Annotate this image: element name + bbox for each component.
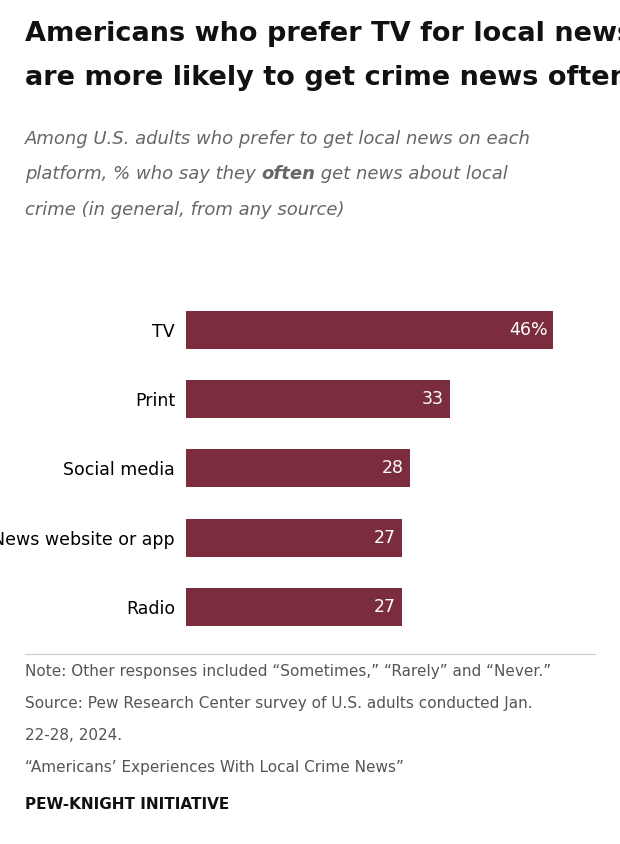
Text: Note: Other responses included “Sometimes,” “Rarely” and “Never.”: Note: Other responses included “Sometime… [25,664,551,679]
Text: are more likely to get crime news often: are more likely to get crime news often [25,65,620,91]
Text: 46%: 46% [509,322,548,339]
Text: 27: 27 [374,528,396,547]
Text: 28: 28 [382,459,404,478]
Bar [186,449,410,488]
Bar [186,518,402,556]
Text: platform, % who say they: platform, % who say they [25,165,261,183]
Text: Americans who prefer TV for local news: Americans who prefer TV for local news [25,21,620,47]
Text: 22-28, 2024.: 22-28, 2024. [25,728,122,744]
Bar [186,587,402,625]
Bar [186,311,554,349]
Text: crime (in general, from any source): crime (in general, from any source) [25,201,344,219]
Text: platform, % who say they: platform, % who say they [25,165,261,183]
Text: Among U.S. adults who prefer to get local news on each: Among U.S. adults who prefer to get loca… [25,130,531,148]
Bar [186,381,450,419]
Text: “Americans’ Experiences With Local Crime News”: “Americans’ Experiences With Local Crime… [25,760,404,776]
Text: often: often [261,165,316,183]
Text: get news about local: get news about local [316,165,508,183]
Text: 33: 33 [422,390,444,408]
Text: Source: Pew Research Center survey of U.S. adults conducted Jan.: Source: Pew Research Center survey of U.… [25,696,533,711]
Text: 27: 27 [374,598,396,615]
Text: PEW-KNIGHT INITIATIVE: PEW-KNIGHT INITIATIVE [25,797,229,812]
